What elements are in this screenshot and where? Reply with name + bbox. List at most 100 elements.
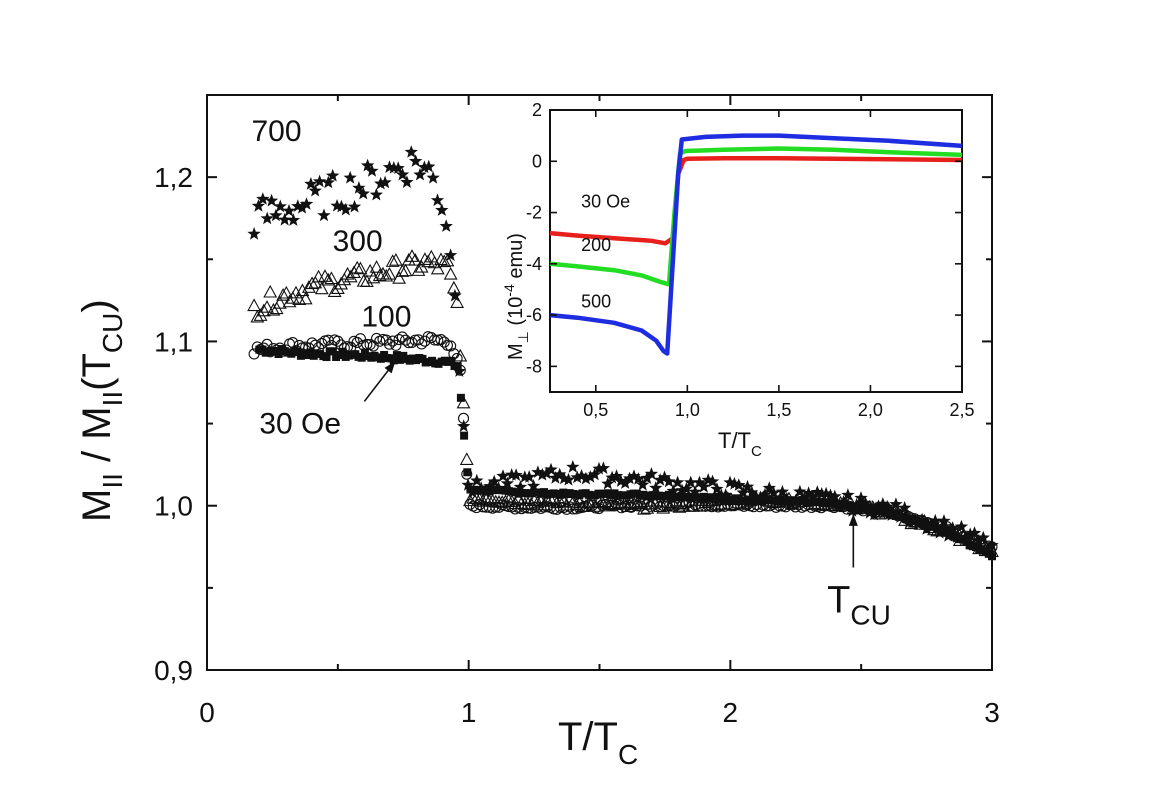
data-point [906, 514, 921, 528]
data-point [730, 495, 745, 509]
data-point [469, 491, 484, 505]
data-point [395, 264, 410, 277]
data-point [762, 481, 776, 494]
data-point [854, 491, 868, 504]
data-point [253, 308, 268, 321]
data-point [653, 473, 667, 486]
data-point [460, 431, 469, 440]
inset-y-tick-label: 0 [532, 151, 542, 171]
data-point [521, 496, 535, 510]
data-point [893, 510, 907, 523]
data-point [624, 495, 639, 509]
data-point [937, 514, 951, 527]
data-point [797, 491, 811, 504]
data-point [884, 508, 899, 521]
data-point [836, 495, 851, 508]
data-point [264, 193, 279, 207]
data-point [430, 193, 445, 207]
data-point [543, 491, 558, 505]
data-point [343, 269, 358, 283]
data-point [461, 478, 475, 491]
data-point [605, 470, 619, 484]
data-point [465, 485, 480, 498]
data-point [496, 469, 510, 482]
data-point [321, 272, 336, 286]
data-point [876, 497, 890, 510]
data-point [633, 494, 648, 508]
data-point [339, 202, 353, 216]
data-point [500, 476, 514, 490]
data-point [459, 452, 474, 465]
data-point [334, 276, 349, 290]
data-point [378, 175, 392, 189]
data-point [404, 145, 418, 158]
inset-chart: 0,5 1,0 1,5 2,0 2,5 -8 -6 -4 -2 0 2 30 Oe 200 500 T/… [501, 100, 975, 460]
data-point [740, 494, 755, 508]
data-point [256, 303, 271, 317]
data-point [247, 227, 261, 240]
data-point [392, 351, 401, 360]
data-point [383, 338, 395, 350]
data-point [273, 199, 287, 213]
data-point [950, 530, 964, 543]
y-tick-label: 1,0 [154, 491, 193, 522]
data-point [282, 294, 297, 308]
data-point [457, 419, 471, 432]
data-point [474, 481, 488, 494]
data-point [863, 506, 877, 519]
data-point [456, 393, 465, 402]
data-point [592, 461, 606, 475]
data-point [309, 339, 321, 351]
data-point [409, 154, 423, 167]
data-point [330, 281, 345, 295]
data-point [889, 497, 903, 511]
data-point [353, 261, 368, 275]
data-point [666, 484, 680, 497]
data-point [572, 495, 587, 509]
data-point [579, 499, 593, 512]
data-point [400, 175, 414, 188]
data-point [443, 248, 458, 261]
data-point [437, 254, 452, 268]
data-point [334, 199, 349, 213]
data-point [338, 347, 347, 356]
data-point [775, 484, 790, 498]
data-point [260, 300, 274, 313]
data-point [388, 253, 403, 266]
data-point [698, 495, 713, 509]
data-point [416, 338, 428, 350]
data-point [417, 252, 432, 265]
data-point [671, 475, 685, 489]
data-point [684, 475, 698, 489]
x-tick-label: 1 [461, 697, 477, 728]
data-point [374, 176, 388, 190]
inset-y-axis-label: M⊥ (10-4 emu) [501, 233, 531, 360]
data-point [915, 512, 929, 526]
data-point [470, 473, 484, 487]
data-point [828, 489, 842, 503]
data-point [932, 526, 947, 539]
data-point [263, 284, 278, 298]
data-point [927, 522, 941, 536]
data-point [385, 254, 400, 267]
data-point [574, 469, 589, 482]
data-point [640, 471, 654, 484]
inset-series-500 [549, 133, 963, 356]
y-tick-label: 1,1 [154, 326, 193, 357]
series-annotation: 700 [251, 115, 301, 148]
data-point [963, 527, 977, 540]
data-point [701, 494, 716, 508]
data-point [806, 490, 820, 504]
data-point [326, 168, 340, 182]
data-point [389, 356, 398, 365]
data-point [784, 497, 798, 510]
data-point [622, 471, 637, 485]
data-point [630, 496, 645, 510]
data-point [272, 296, 287, 309]
data-point [692, 475, 707, 489]
data-point [793, 484, 807, 498]
data-point [566, 495, 581, 508]
data-point [295, 201, 309, 214]
